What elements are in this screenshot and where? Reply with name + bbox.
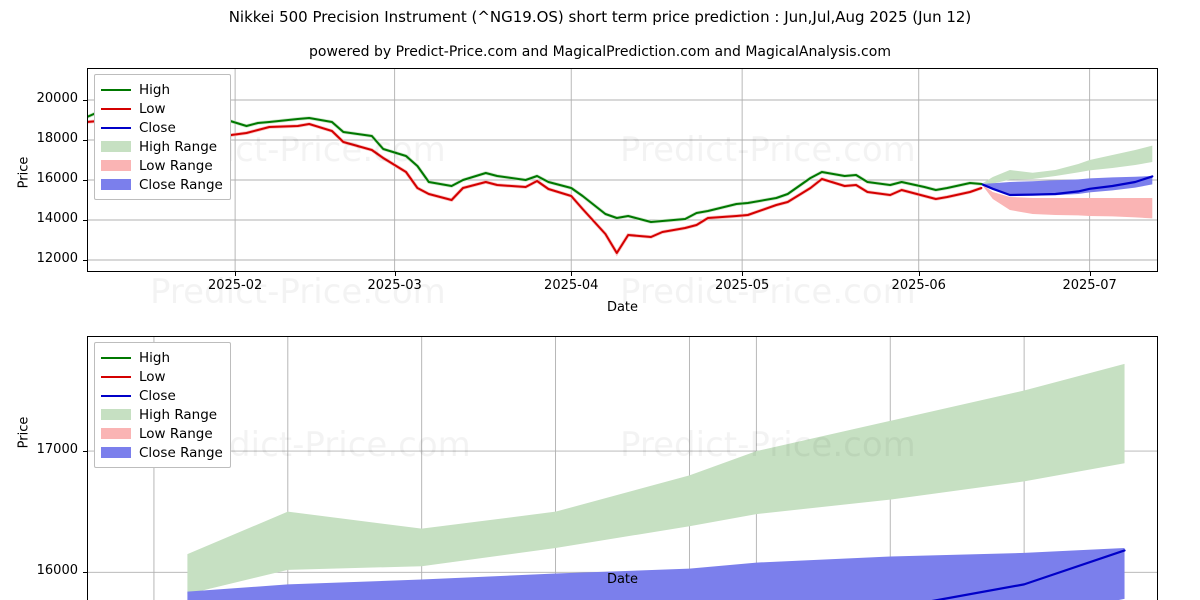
top-chart-legend: High Low Close High Range Low Range Close Ran… — [94, 74, 231, 200]
legend-item-low-range[interactable]: Low Range — [101, 156, 223, 175]
bottom-chart-frame — [87, 336, 1158, 600]
top-chart-x-axis-label: Date — [0, 300, 1200, 315]
x-tick-mark — [395, 272, 396, 276]
legend-line-swatch — [101, 108, 131, 110]
legend-patch-swatch — [101, 160, 131, 171]
legend-item-high-range[interactable]: High Range — [101, 405, 223, 424]
legend-patch-swatch — [101, 141, 131, 152]
legend-item-close[interactable]: Close — [101, 386, 223, 405]
legend-item-label: High Range — [139, 139, 217, 155]
x-tick-mark — [235, 272, 236, 276]
legend-line-swatch — [101, 376, 131, 378]
y-tick-label: 12000 — [0, 251, 78, 266]
y-tick-mark — [83, 180, 87, 181]
legend-line-swatch — [101, 89, 131, 91]
legend-item-label: High Range — [139, 407, 217, 423]
top-chart-frame — [87, 68, 1158, 272]
legend-item-close[interactable]: Close — [101, 118, 223, 137]
x-tick-label: 2025-06 — [859, 278, 979, 293]
x-tick-mark — [1090, 272, 1091, 276]
y-tick-mark — [83, 100, 87, 101]
y-tick-mark — [83, 260, 87, 261]
legend-item-label: Close Range — [139, 445, 223, 461]
bottom-chart-x-axis-label: Date — [0, 572, 1200, 587]
legend-patch-swatch — [101, 179, 131, 190]
x-tick-label: 2025-05 — [682, 278, 802, 293]
y-tick-label: 16000 — [0, 171, 78, 186]
legend-line-swatch — [101, 127, 131, 129]
y-tick-label: 14000 — [0, 211, 78, 226]
legend-item-label: Close — [139, 120, 176, 136]
bottom-chart-legend: High Low Close High Range Low Range Close Ran… — [94, 342, 231, 468]
x-tick-label: 2025-02 — [175, 278, 295, 293]
legend-item-label: Close — [139, 388, 176, 404]
prediction-chart-page: Nikkei 500 Precision Instrument (^NG19.O… — [0, 0, 1200, 600]
y-tick-mark — [83, 140, 87, 141]
legend-item-label: Low Range — [139, 426, 213, 442]
legend-item-low[interactable]: Low — [101, 367, 223, 386]
legend-item-label: Close Range — [139, 177, 223, 193]
legend-item-high[interactable]: High — [101, 348, 223, 367]
x-tick-label: 2025-04 — [511, 278, 631, 293]
y-tick-label: 20000 — [0, 91, 78, 106]
bottom-chart-panel: Price 14000150001600017000 2025-06-13202… — [0, 320, 1200, 600]
legend-line-swatch — [101, 395, 131, 397]
legend-item-high[interactable]: High — [101, 80, 223, 99]
x-tick-mark — [919, 272, 920, 276]
legend-item-label: High — [139, 350, 170, 366]
x-tick-label: 2025-03 — [335, 278, 455, 293]
legend-item-close-range[interactable]: Close Range — [101, 443, 223, 462]
legend-patch-swatch — [101, 447, 131, 458]
y-tick-label: 17000 — [0, 442, 78, 457]
x-tick-mark — [742, 272, 743, 276]
legend-item-label: Low — [139, 369, 166, 385]
legend-item-low[interactable]: Low — [101, 99, 223, 118]
legend-line-swatch — [101, 357, 131, 359]
y-tick-label: 18000 — [0, 131, 78, 146]
legend-item-close-range[interactable]: Close Range — [101, 175, 223, 194]
legend-patch-swatch — [101, 428, 131, 439]
legend-patch-swatch — [101, 409, 131, 420]
x-tick-label: 2025-07 — [1030, 278, 1150, 293]
top-chart-panel: Price 1200014000160001800020000 2025-022… — [0, 0, 1200, 320]
legend-item-label: High — [139, 82, 170, 98]
legend-item-high-range[interactable]: High Range — [101, 137, 223, 156]
y-tick-mark — [83, 451, 87, 452]
x-tick-mark — [571, 272, 572, 276]
legend-item-low-range[interactable]: Low Range — [101, 424, 223, 443]
legend-item-label: Low — [139, 101, 166, 117]
legend-item-label: Low Range — [139, 158, 213, 174]
y-tick-mark — [83, 220, 87, 221]
